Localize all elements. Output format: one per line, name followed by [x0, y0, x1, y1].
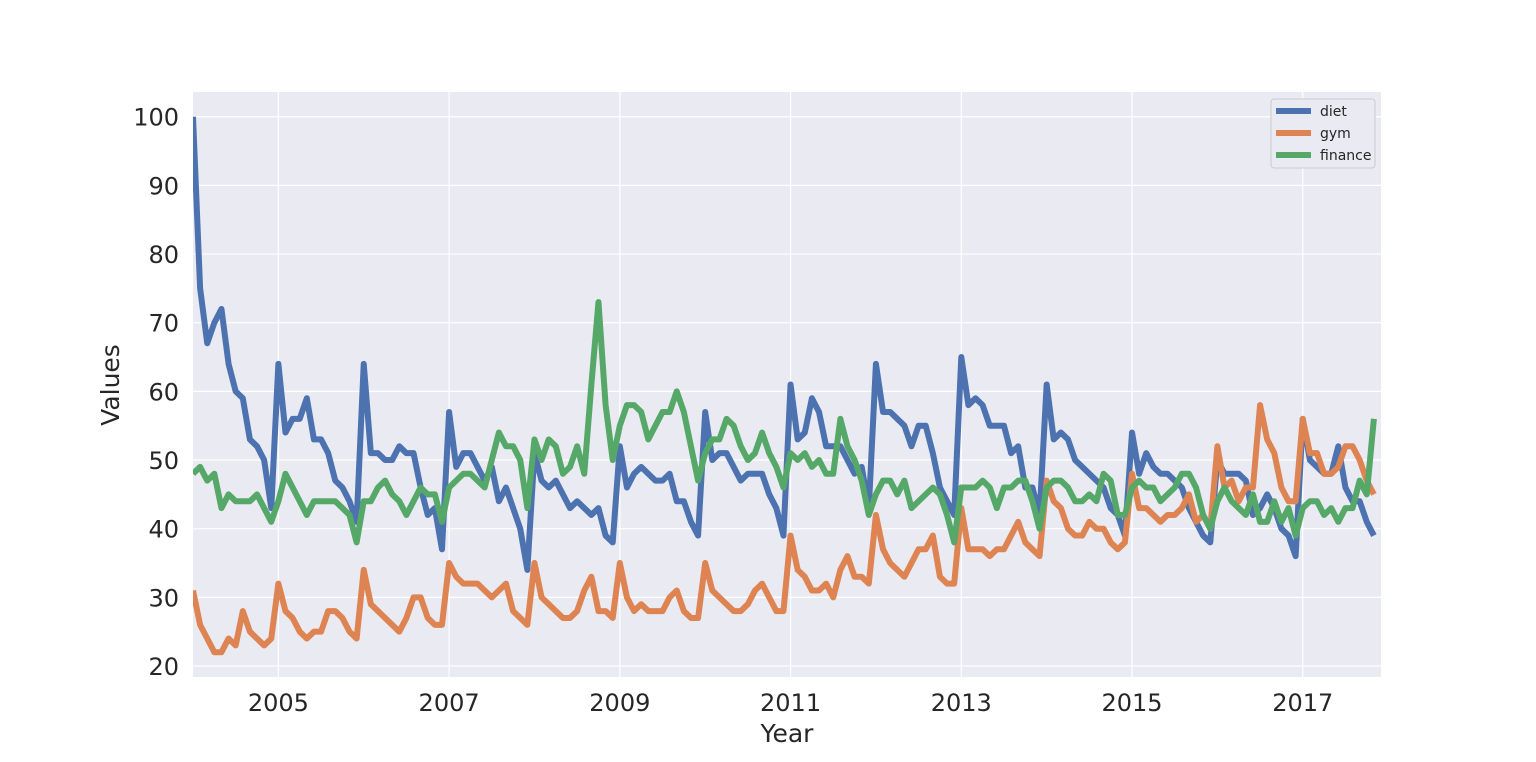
y-tick-label: 90 — [148, 172, 179, 200]
x-tick-label: 2011 — [760, 689, 821, 717]
y-tick-label: 40 — [148, 516, 179, 544]
y-tick-label: 50 — [148, 447, 179, 475]
y-tick-label: 30 — [148, 584, 179, 612]
series-layer — [193, 116, 1377, 656]
y-tick-label: 100 — [133, 104, 179, 132]
y-tick-label: 60 — [148, 378, 179, 406]
x-axis-label: Year — [760, 719, 815, 748]
y-tick-label: 70 — [148, 310, 179, 338]
x-tick-label: 2009 — [589, 689, 650, 717]
legend: diet gym finance — [1270, 98, 1376, 169]
x-tick-label: 2015 — [1101, 689, 1162, 717]
x-tick-label: 2007 — [419, 689, 480, 717]
y-tick-label: 80 — [148, 241, 179, 269]
legend-label-finance: finance — [1320, 148, 1371, 164]
x-tick-label: 2005 — [248, 689, 309, 717]
legend-box — [1270, 98, 1376, 169]
x-tick-label: 2013 — [931, 689, 992, 717]
legend-label-diet: diet — [1320, 104, 1347, 120]
x-tick-label: 2017 — [1272, 689, 1333, 717]
y-axis-label: Values — [96, 344, 125, 426]
y-tick-label: 20 — [148, 653, 179, 681]
series-line-finance — [193, 299, 1377, 546]
series-line-gym — [193, 402, 1377, 656]
x-axis-ticks: 2005 2007 2009 2011 2013 2015 2017 — [248, 689, 1333, 717]
legend-label-gym: gym — [1320, 126, 1351, 142]
y-axis-ticks: 20 30 40 50 60 70 80 90 100 — [133, 104, 179, 681]
